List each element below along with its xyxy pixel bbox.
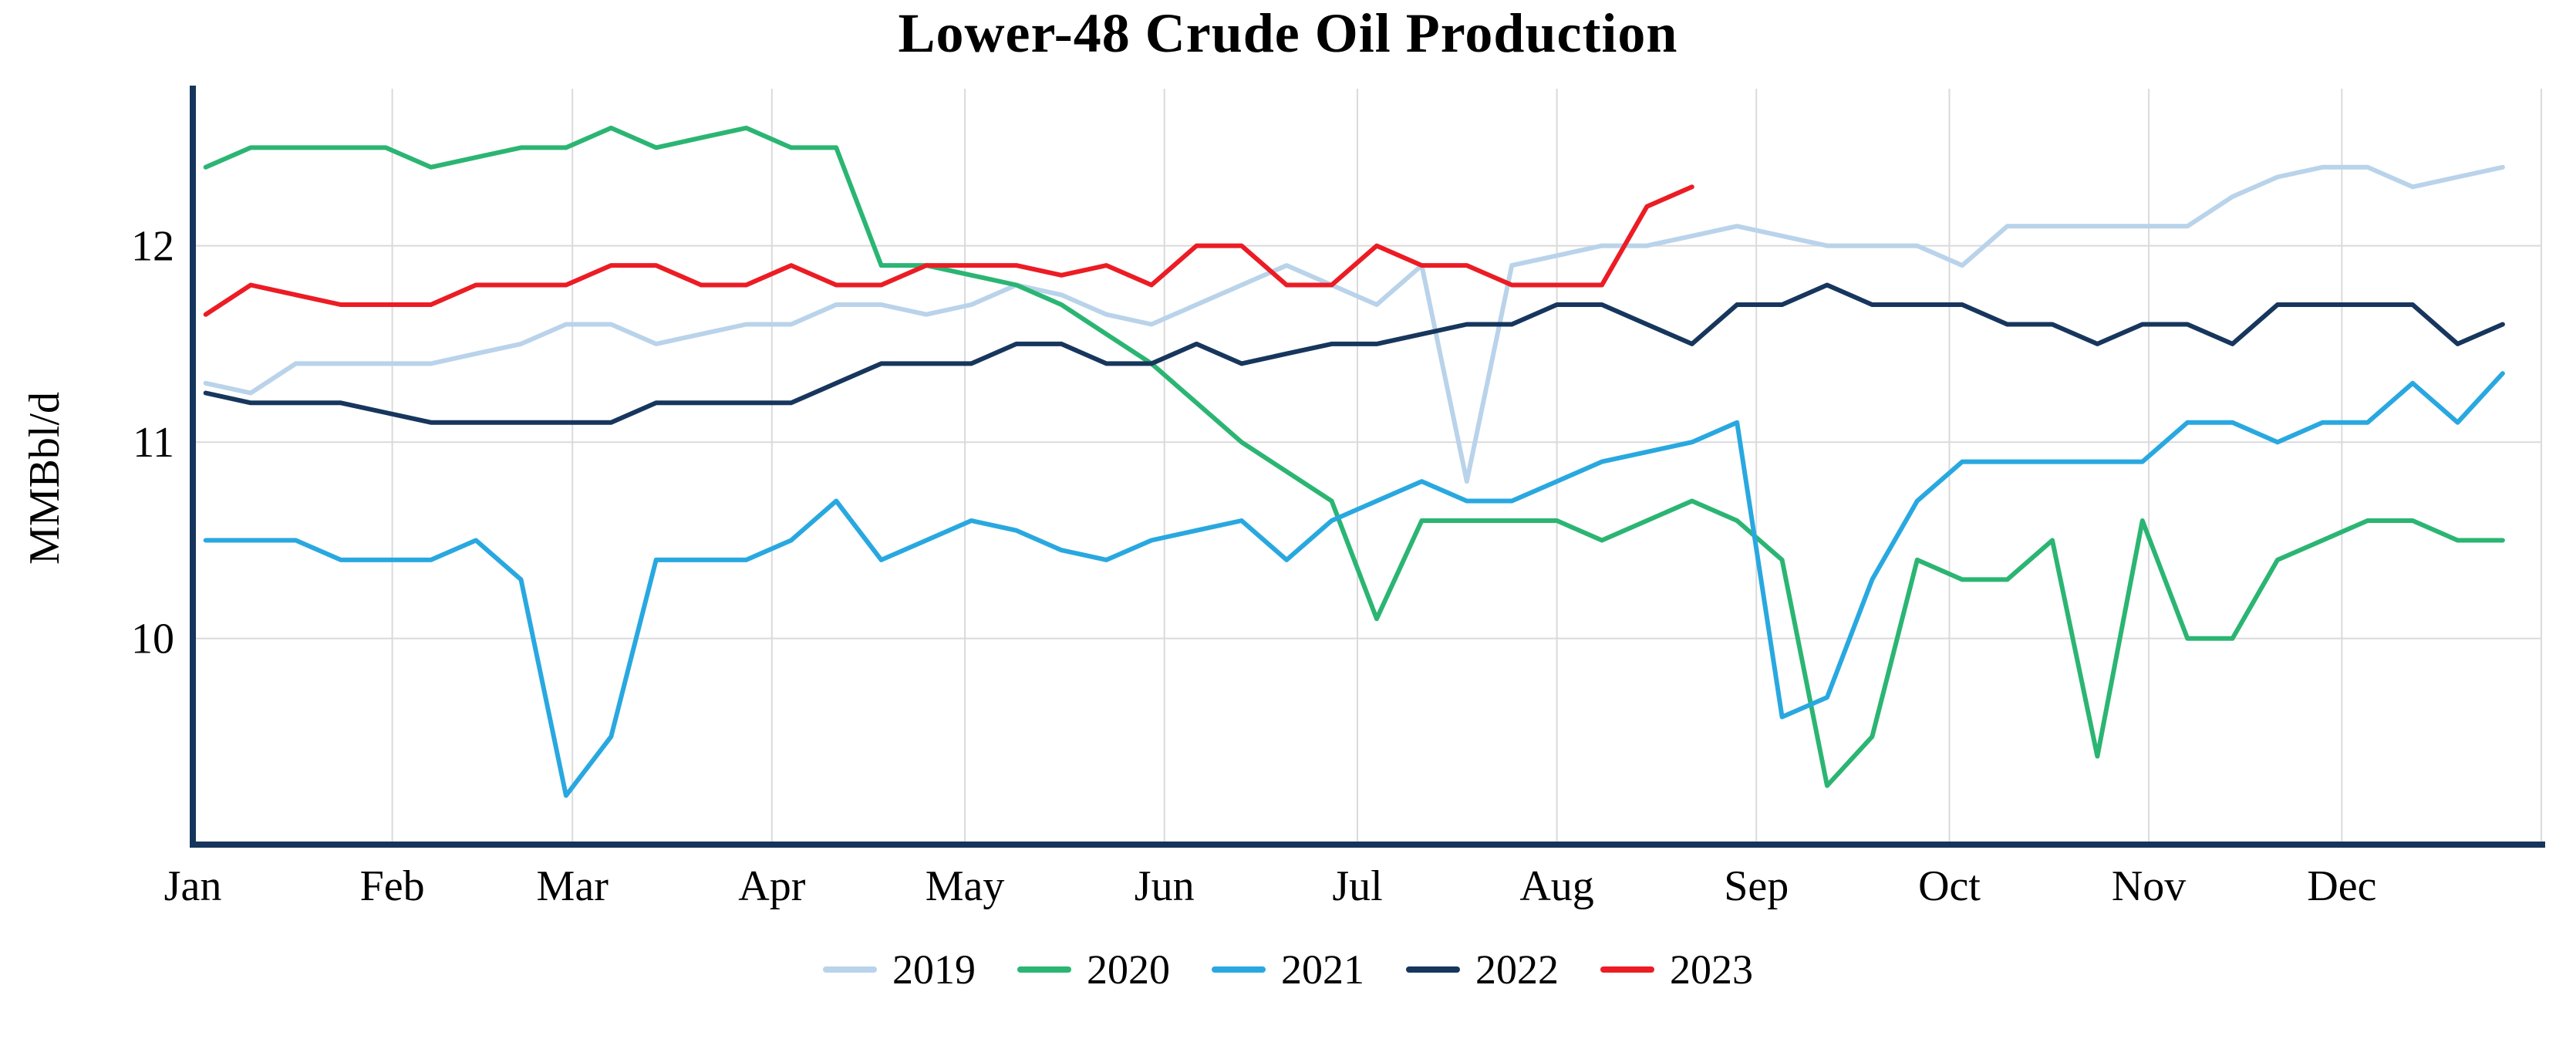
legend-item-2023: 2023 <box>1600 946 1753 993</box>
x-tick-label: Aug <box>1519 862 1593 910</box>
x-tick-label: Jan <box>164 862 222 910</box>
y-tick-label: 12 <box>131 223 174 271</box>
y-tick-label: 10 <box>131 616 174 663</box>
series-line-2021 <box>203 371 2505 798</box>
axes <box>190 86 2545 848</box>
legend-label: 2021 <box>1281 946 1364 993</box>
legend-label: 2022 <box>1475 946 1559 993</box>
x-tick-label: Jul <box>1332 862 1382 910</box>
legend-item-2022: 2022 <box>1406 946 1559 993</box>
x-tick-label: Nov <box>2112 862 2186 910</box>
legend-label: 2020 <box>1087 946 1170 993</box>
series-line-2019 <box>203 164 2505 484</box>
legend-swatch <box>1017 966 1071 973</box>
legend-swatch <box>1406 966 1460 973</box>
legend: 2019 2020 2021 2022 2023 <box>0 946 2576 993</box>
legend-item-2019: 2019 <box>823 946 976 993</box>
x-tick-label: Mar <box>537 862 609 910</box>
line-chart-plot: 10 11 12 Jan Feb Mar Apr May Jun Jul Aug Sep Oct Nov D… <box>131 86 2545 910</box>
series-line-2020 <box>203 125 2505 788</box>
legend-swatch <box>1212 966 1266 973</box>
x-tick-label: Jun <box>1135 862 1195 910</box>
legend-swatch <box>1600 966 1654 973</box>
x-tick-label: Apr <box>738 862 805 910</box>
x-tick-label: Oct <box>1918 862 1981 910</box>
x-tick-label: May <box>926 862 1005 910</box>
x-tick-label: Dec <box>2307 862 2376 910</box>
legend-swatch <box>823 966 877 973</box>
legend-item-2021: 2021 <box>1212 946 1364 993</box>
x-tick-label: Feb <box>360 862 425 910</box>
legend-label: 2019 <box>892 946 976 993</box>
legend-label: 2023 <box>1670 946 1753 993</box>
series-line-2023 <box>203 184 1694 317</box>
y-tick-label: 11 <box>133 419 174 467</box>
chart-title: Lower-48 Crude Oil Production <box>898 2 1678 64</box>
x-tick-label: Sep <box>1724 862 1789 910</box>
series-line-2022 <box>203 282 2505 425</box>
legend-item-2020: 2020 <box>1017 946 1170 993</box>
